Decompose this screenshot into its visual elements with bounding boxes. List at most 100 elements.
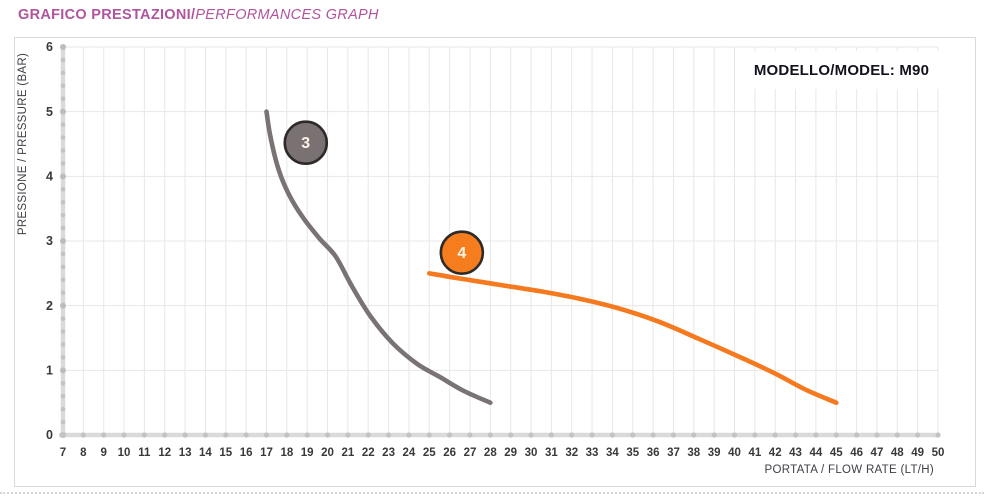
y-axis-tick bbox=[60, 70, 66, 76]
x-tick-label: 27 bbox=[464, 447, 477, 459]
y-axis-tick bbox=[60, 264, 66, 270]
x-tick-label: 15 bbox=[219, 447, 232, 459]
x-axis-title: PORTATA / FLOW RATE (LT/H) bbox=[764, 464, 934, 476]
x-tick-label: 46 bbox=[850, 447, 863, 459]
x-axis-tick bbox=[447, 432, 453, 438]
x-tick-label: 35 bbox=[626, 447, 639, 459]
x-tick-label: 20 bbox=[321, 447, 334, 459]
x-axis-tick bbox=[508, 432, 514, 438]
x-axis-tick bbox=[487, 432, 493, 438]
x-tick-label: 31 bbox=[545, 447, 558, 459]
x-tick-label: 11 bbox=[138, 447, 151, 459]
x-tick-label: 32 bbox=[565, 447, 578, 459]
y-tick-label: 1 bbox=[46, 364, 53, 378]
y-axis-tick bbox=[60, 419, 66, 425]
series-badge-4 bbox=[439, 230, 485, 275]
series-curve-4 bbox=[426, 271, 839, 405]
x-tick-label: 30 bbox=[525, 447, 538, 459]
x-tick-label: 19 bbox=[301, 447, 314, 459]
y-axis-tick bbox=[60, 277, 66, 283]
y-axis-tick bbox=[60, 108, 66, 115]
x-axis-tick bbox=[80, 432, 86, 438]
bottom-divider bbox=[0, 492, 984, 494]
y-axis-tick bbox=[60, 342, 66, 347]
x-tick-label: 47 bbox=[871, 447, 884, 459]
y-axis-tick bbox=[60, 380, 66, 386]
x-axis-tick bbox=[263, 432, 270, 438]
x-tick-label: 49 bbox=[911, 447, 924, 459]
x-tick-label: 22 bbox=[362, 447, 375, 459]
x-axis-tick bbox=[630, 432, 636, 438]
x-tick-label: 40 bbox=[728, 447, 741, 459]
x-tick-label: 28 bbox=[484, 447, 497, 459]
x-axis-tick bbox=[813, 432, 819, 438]
x-tick-label: 36 bbox=[647, 447, 660, 459]
x-axis-tick bbox=[650, 432, 656, 438]
x-tick-label: 34 bbox=[606, 447, 619, 459]
x-tick-label: 50 bbox=[932, 447, 945, 459]
series-badge-3 bbox=[283, 120, 329, 166]
y-axis-tick bbox=[60, 393, 66, 399]
y-axis-tick bbox=[60, 122, 66, 127]
x-axis-tick bbox=[792, 432, 799, 438]
x-axis-tick bbox=[528, 432, 534, 438]
x-tick-label: 41 bbox=[748, 447, 761, 459]
x-axis-tick bbox=[569, 432, 575, 438]
x-axis-tick bbox=[711, 432, 717, 438]
x-tick-label: 24 bbox=[403, 447, 416, 459]
x-axis-tick bbox=[752, 432, 758, 438]
x-axis-tick bbox=[243, 432, 249, 438]
x-axis-tick bbox=[894, 432, 900, 438]
x-tick-label: 13 bbox=[179, 447, 192, 459]
y-axis-tick bbox=[60, 173, 66, 180]
y-axis-title: PRESSIONE / PRESSURE (BAR) bbox=[17, 52, 29, 236]
x-tick-label: 37 bbox=[667, 447, 680, 459]
x-tick-label: 18 bbox=[280, 447, 293, 459]
y-axis-tick bbox=[60, 367, 66, 374]
y-axis-tick bbox=[60, 44, 66, 50]
x-tick-label: 10 bbox=[118, 447, 131, 459]
y-axis-tick bbox=[60, 290, 66, 296]
page-title-bold: GRAFICO PRESTAZIONI/ bbox=[18, 7, 196, 23]
x-tick-label: 16 bbox=[240, 447, 253, 459]
x-axis-tick bbox=[772, 432, 778, 438]
x-axis-tick bbox=[691, 432, 697, 438]
page-title-italic: PERFORMANCES GRAPH bbox=[195, 7, 379, 23]
x-axis-tick bbox=[426, 432, 432, 438]
x-tick-label: 26 bbox=[443, 447, 456, 459]
y-axis-tick bbox=[60, 406, 66, 412]
y-tick-label: 2 bbox=[46, 299, 53, 313]
x-tick-label: 48 bbox=[891, 447, 904, 459]
y-axis-tick bbox=[60, 355, 66, 360]
x-tick-label: 33 bbox=[586, 447, 599, 459]
chart-container: 0 1 2 3 4 5 6 7 8 9 10 11 12 13 14 15 16 17 18 19 20 21 22 23 24… bbox=[14, 37, 976, 487]
x-axis-tick bbox=[365, 432, 371, 438]
y-axis-tick bbox=[60, 57, 66, 63]
x-axis-tick bbox=[182, 432, 188, 438]
y-axis-tick bbox=[60, 199, 66, 205]
x-tick-label: 14 bbox=[199, 447, 212, 459]
y-axis-tick bbox=[60, 302, 66, 309]
x-axis-tick bbox=[833, 432, 839, 438]
x-axis-tick bbox=[385, 432, 392, 438]
x-axis-tick bbox=[548, 432, 554, 438]
x-axis-tick bbox=[141, 432, 147, 438]
x-axis-tick bbox=[406, 432, 412, 438]
y-axis-tick bbox=[60, 83, 66, 89]
series-badge-label-4: 4 bbox=[457, 245, 466, 262]
x-axis-tick bbox=[874, 432, 880, 438]
x-tick-label: 12 bbox=[158, 447, 171, 459]
y-axis-tick bbox=[60, 238, 66, 244]
y-tick-label: 3 bbox=[46, 234, 53, 248]
x-tick-label: 39 bbox=[708, 447, 721, 459]
y-axis-tick bbox=[60, 329, 66, 334]
page-title: GRAFICO PRESTAZIONI/PERFORMANCES GRAPH bbox=[18, 7, 379, 23]
x-tick-label: 42 bbox=[769, 447, 782, 459]
y-axis-tick bbox=[60, 251, 66, 257]
model-label: MODELLO/MODEL: M90 bbox=[735, 51, 948, 89]
x-tick-label: 44 bbox=[810, 447, 823, 459]
x-axis-tick bbox=[284, 432, 290, 438]
series-badge-label-3: 3 bbox=[301, 135, 310, 152]
x-axis-tick bbox=[589, 432, 595, 438]
